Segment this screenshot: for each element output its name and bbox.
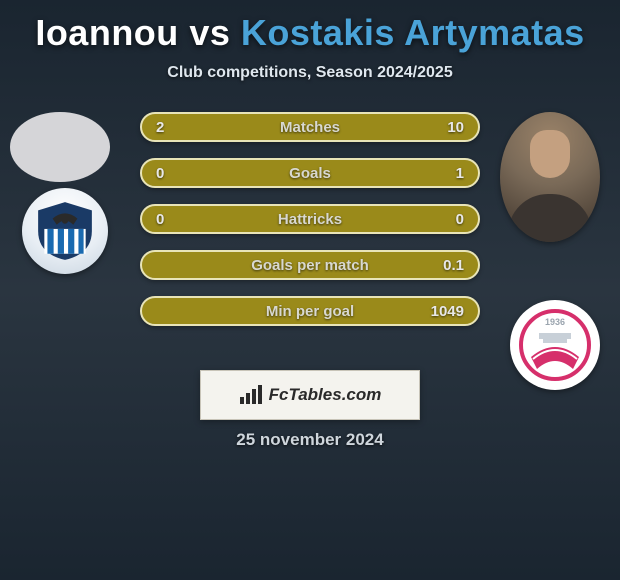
player1-club-badge xyxy=(22,188,108,274)
source-logo-text: FcTables.com xyxy=(269,385,382,405)
stat-row-hattricks: 0 Hattricks 0 xyxy=(140,204,480,234)
stat-right-value: 0 xyxy=(424,211,464,228)
stat-label: Min per goal xyxy=(196,303,424,320)
stat-right-value: 10 xyxy=(424,119,464,136)
stat-right-value: 1 xyxy=(424,165,464,182)
bar-chart-icon xyxy=(239,385,263,405)
player2-club-badge: 1936 xyxy=(510,300,600,390)
player2-name: Kostakis Artymatas xyxy=(241,12,585,53)
stat-row-goals: 0 Goals 1 xyxy=(140,158,480,188)
generation-date: 25 november 2024 xyxy=(0,430,620,450)
stat-label: Hattricks xyxy=(196,211,424,228)
stat-right-value: 0.1 xyxy=(424,257,464,274)
stats-region: 1936 2 Matches 10 0 Goals 1 0 Hattricks … xyxy=(0,112,620,372)
player2-photo xyxy=(500,112,600,242)
stat-row-goals-per-match: Goals per match 0.1 xyxy=(140,250,480,280)
comparison-title: Ioannou vs Kostakis Artymatas xyxy=(0,0,620,54)
player1-name: Ioannou xyxy=(35,12,178,53)
club1-crest-icon xyxy=(34,200,96,262)
stat-right-value: 1049 xyxy=(424,303,464,320)
stat-label: Goals xyxy=(196,165,424,182)
subtitle: Club competitions, Season 2024/2025 xyxy=(0,64,620,82)
stat-bars: 2 Matches 10 0 Goals 1 0 Hattricks 0 Goa… xyxy=(140,112,480,342)
svg-text:1936: 1936 xyxy=(545,317,565,327)
source-logo: FcTables.com xyxy=(200,370,420,420)
stat-left-value: 0 xyxy=(156,211,196,228)
stat-label: Goals per match xyxy=(196,257,424,274)
player1-photo xyxy=(10,112,110,182)
stat-row-matches: 2 Matches 10 xyxy=(140,112,480,142)
vs-word: vs xyxy=(189,12,230,53)
stat-left-value: 2 xyxy=(156,119,196,136)
stat-left-value: 0 xyxy=(156,165,196,182)
stat-label: Matches xyxy=(196,119,424,136)
stat-row-min-per-goal: Min per goal 1049 xyxy=(140,296,480,326)
club2-crest-icon: 1936 xyxy=(519,309,591,381)
